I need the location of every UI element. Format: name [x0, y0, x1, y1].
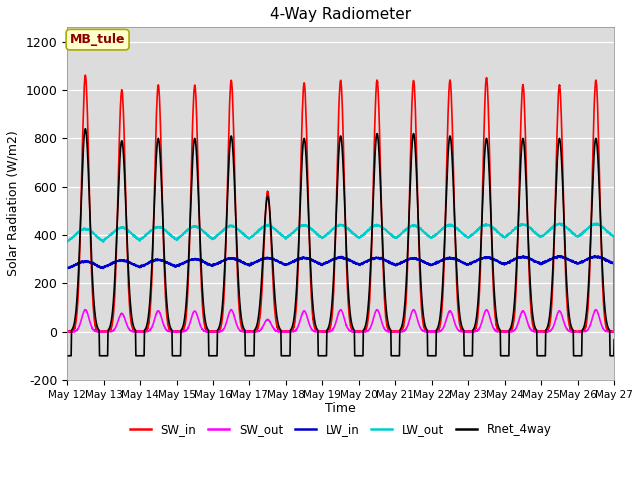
SW_in	[610, 329, 618, 335]
SW_in	[463, 328, 471, 334]
Rnet_4way	[168, 353, 176, 359]
LW_out	[63, 238, 71, 244]
LW_out	[610, 233, 618, 239]
Y-axis label: Solar Radiation (W/m2): Solar Radiation (W/m2)	[7, 131, 20, 276]
SW_out	[495, 329, 502, 335]
LW_in	[611, 329, 618, 335]
LW_out	[593, 220, 601, 226]
SW_in	[321, 329, 328, 335]
LW_out	[611, 329, 618, 335]
Rnet_4way	[495, 324, 502, 330]
LW_out	[494, 229, 502, 235]
Line: SW_in: SW_in	[67, 75, 614, 332]
LW_in	[320, 261, 328, 266]
LW_in	[433, 260, 441, 265]
Line: LW_in: LW_in	[67, 256, 614, 332]
SW_in	[63, 329, 71, 335]
LW_in	[610, 261, 618, 266]
Line: SW_out: SW_out	[67, 310, 614, 332]
SW_in	[81, 72, 89, 78]
LW_in	[63, 265, 71, 271]
LW_out	[463, 234, 471, 240]
Rnet_4way	[63, 353, 71, 359]
X-axis label: Time: Time	[325, 402, 356, 415]
SW_in	[495, 327, 502, 333]
SW_out	[433, 329, 441, 335]
LW_out	[161, 228, 169, 233]
Rnet_4way	[321, 353, 328, 359]
LW_out	[433, 232, 441, 238]
LW_out	[320, 234, 328, 240]
SW_out	[162, 326, 170, 332]
LW_in	[161, 259, 169, 264]
Rnet_4way	[433, 326, 441, 332]
SW_out	[611, 329, 618, 335]
Legend: SW_in, SW_out, LW_in, LW_out, Rnet_4way: SW_in, SW_out, LW_in, LW_out, Rnet_4way	[125, 419, 556, 441]
LW_in	[591, 253, 598, 259]
LW_in	[463, 261, 471, 267]
SW_in	[433, 329, 441, 335]
Line: LW_out: LW_out	[67, 223, 614, 332]
SW_out	[610, 329, 618, 335]
Line: Rnet_4way: Rnet_4way	[67, 129, 614, 356]
SW_out	[321, 329, 328, 335]
SW_out	[63, 329, 71, 335]
Rnet_4way	[611, 337, 618, 343]
SW_out	[227, 307, 235, 312]
Rnet_4way	[81, 126, 89, 132]
Rnet_4way	[610, 353, 618, 359]
SW_in	[162, 296, 170, 302]
Title: 4-Way Radiometer: 4-Way Radiometer	[270, 7, 411, 22]
SW_in	[611, 328, 618, 334]
Rnet_4way	[463, 353, 471, 359]
SW_in	[63, 329, 71, 335]
Text: MB_tule: MB_tule	[70, 33, 125, 46]
Rnet_4way	[162, 279, 170, 285]
SW_out	[63, 329, 71, 335]
SW_out	[463, 329, 471, 335]
LW_in	[494, 259, 502, 265]
